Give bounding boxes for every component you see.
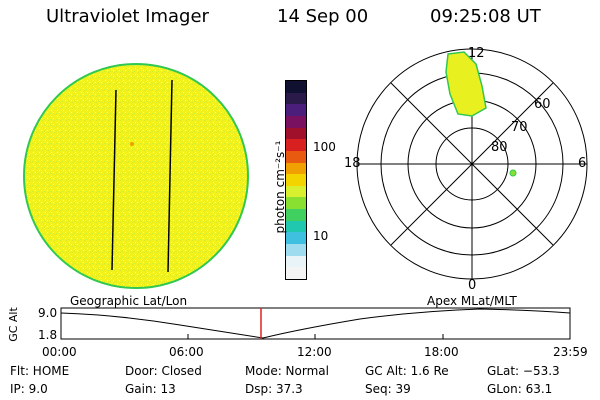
y-tick-9: 9.0 [38,306,58,320]
instrument-title: Ultraviolet Imager [46,6,209,27]
colorbar-segment [286,244,306,257]
door-status: Door: Closed [125,364,202,378]
flight-status: Flt: HOME [10,364,70,378]
polar-mlat-mlt-plot [356,48,588,280]
colorbar-segment [286,127,306,141]
lat-label-80: 80 [491,140,508,155]
geo-latitude: GLat: −53.3 [487,364,560,378]
colorbar-segment [286,150,306,164]
colorbar-segment [286,104,306,117]
mlt-label-6: 6 [578,156,587,171]
disk-fill [23,63,249,289]
colorbar-unit-label: photon cm⁻²s⁻¹ [273,140,287,234]
colorbar-segment [286,185,306,199]
gc-alt-axis-title: GC Alt [6,307,20,342]
altitude-timeline-plot [60,307,571,340]
time-label: 09:25:08 UT [430,6,541,27]
date-label: 14 Sep 00 [277,6,369,27]
x-tick-2359: 23:59 [553,345,588,359]
x-tick-0000: 00:00 [42,345,77,359]
earth-disk-image [23,63,249,289]
sequence-value: Seq: 39 [365,382,411,396]
colorbar-segment [286,139,306,152]
lat-label-60: 60 [534,97,551,112]
geo-longitude: GLon: 63.1 [487,382,553,396]
gain-value: Gain: 13 [125,382,176,396]
x-tick-1200: 12:00 [297,345,332,359]
mode-status: Mode: Normal [245,364,329,378]
x-tick-1800: 18:00 [424,345,459,359]
apex-label: Apex MLat/MLT [427,294,517,308]
ip-value: IP: 9.0 [10,382,48,396]
colorbar-segment [286,115,306,129]
colorbar-segment [286,209,306,222]
colorbar-segment [286,255,306,269]
mlt-label-18: 18 [344,156,361,171]
colorbar-segment [286,92,306,106]
altitude-curve [60,308,571,339]
colorbar-tick-100: 100 [313,140,336,154]
y-tick-1-8: 1.8 [38,328,58,342]
colorbar-tick-10: 10 [313,229,329,243]
scan-line-right [167,79,173,273]
colorbar-segment [286,81,306,94]
colorbar-segment [286,174,306,187]
x-tick-0600: 06:00 [169,345,204,359]
mlt-label-12: 12 [468,46,485,61]
lat-label-70: 70 [511,120,528,135]
colorbar-segment [286,220,306,234]
color-scale-bar [285,80,307,280]
auroral-emission [445,51,487,117]
scan-line-left [111,89,117,271]
gc-altitude: GC Alt: 1.6 Re [365,364,449,378]
mlt-label-0: 0 [468,278,477,293]
colorbar-segment [286,267,306,279]
colorbar-segment [286,162,306,176]
colorbar-segment [286,197,306,211]
dsp-value: Dsp: 37.3 [245,382,303,396]
geographic-label: Geographic Lat/Lon [70,294,188,308]
colorbar-segment [286,232,306,246]
